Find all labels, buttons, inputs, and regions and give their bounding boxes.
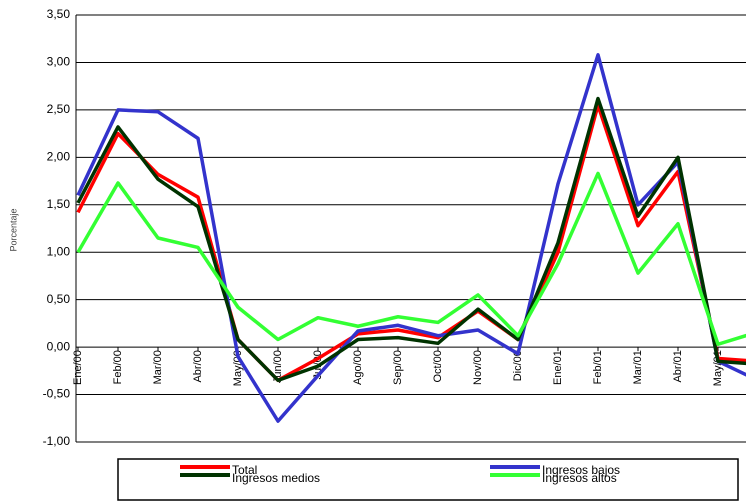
y-tick-label: 0,50: [47, 292, 71, 306]
x-tick-label: Feb/01: [592, 350, 604, 384]
series-line: [76, 103, 746, 383]
legend-label: Ingresos altos: [542, 471, 617, 485]
x-tick-label: Mar/00: [152, 350, 164, 384]
legend-label: Total: [232, 463, 257, 477]
y-tick-label: 2,00: [47, 150, 71, 164]
x-tick-label: Ene/00: [72, 350, 84, 385]
y-tick-label: -1,00: [43, 434, 71, 448]
x-tick-label: Ago/00: [352, 350, 364, 385]
y-tick-label: 1,50: [47, 197, 71, 211]
y-tick-label: 2,50: [47, 102, 71, 116]
x-tick-label: Abr/00: [192, 350, 204, 382]
y-tick-label: -0,50: [43, 387, 71, 401]
x-tick-label: Dic/00: [512, 350, 524, 381]
x-tick-label: Nov/00: [472, 350, 484, 385]
legend-box: [117, 458, 739, 501]
y-tick-label: 3,50: [47, 7, 71, 21]
x-tick-label: Oct/00: [432, 350, 444, 382]
plot-area: [76, 53, 746, 423]
x-tick-label: Ene/01: [552, 350, 564, 385]
y-tick-label: 3,00: [47, 55, 71, 69]
y-tick-label: 1,00: [47, 244, 71, 258]
x-tick-label: Feb/00: [112, 350, 124, 384]
series-line: [76, 53, 746, 423]
series-line: [76, 171, 746, 347]
x-tick-label: Sep/00: [392, 350, 404, 385]
x-tick-label: Mar/01: [632, 350, 644, 384]
y-tick-label: 0,00: [47, 339, 71, 353]
series-line: [76, 96, 746, 383]
legend-label: Ingresos medios: [232, 471, 320, 485]
x-tick-label: Abr/01: [672, 350, 684, 382]
y-axis-label: Porcentaje: [8, 208, 18, 251]
legend-label: Ingresos bajos: [542, 463, 620, 477]
